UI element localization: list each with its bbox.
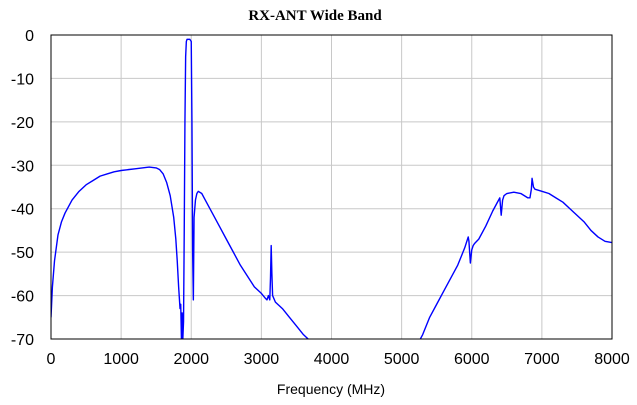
y-tick-label: -60 <box>11 289 34 306</box>
x-tick-label: 8000 <box>594 351 630 368</box>
x-tick-label: 1000 <box>103 351 139 368</box>
plot-lines <box>51 38 612 339</box>
x-tick-label: 6000 <box>454 351 490 368</box>
x-axis-label: Frequency (MHz) <box>277 381 385 397</box>
y-tick-label: -70 <box>11 332 34 349</box>
y-tick-label: 0 <box>25 28 34 45</box>
y-tick-label: -50 <box>11 245 34 262</box>
x-tick-label: 5000 <box>384 351 420 368</box>
series-line-2 <box>419 177 612 339</box>
y-tick-label: -20 <box>11 115 34 132</box>
y-tick-labels: 0 -10 -20 -30 -40 -50 -60 -70 <box>11 28 34 349</box>
plot-frame <box>50 34 613 340</box>
x-tick-labels: 0 1000 2000 3000 4000 5000 6000 7000 8000 <box>47 351 630 368</box>
x-tick-label: 3000 <box>244 351 280 368</box>
x-tick-label: 7000 <box>524 351 560 368</box>
y-tick-label: -10 <box>11 71 34 88</box>
grid <box>51 35 612 339</box>
x-tick-label: 2000 <box>173 351 209 368</box>
x-tick-label: 4000 <box>314 351 350 368</box>
y-tick-label: -30 <box>11 158 34 175</box>
series-line-1 <box>51 38 310 339</box>
y-tick-label: -40 <box>11 202 34 219</box>
chart-title: RX-ANT Wide Band <box>248 8 382 24</box>
x-tick-label: 0 <box>47 351 56 368</box>
